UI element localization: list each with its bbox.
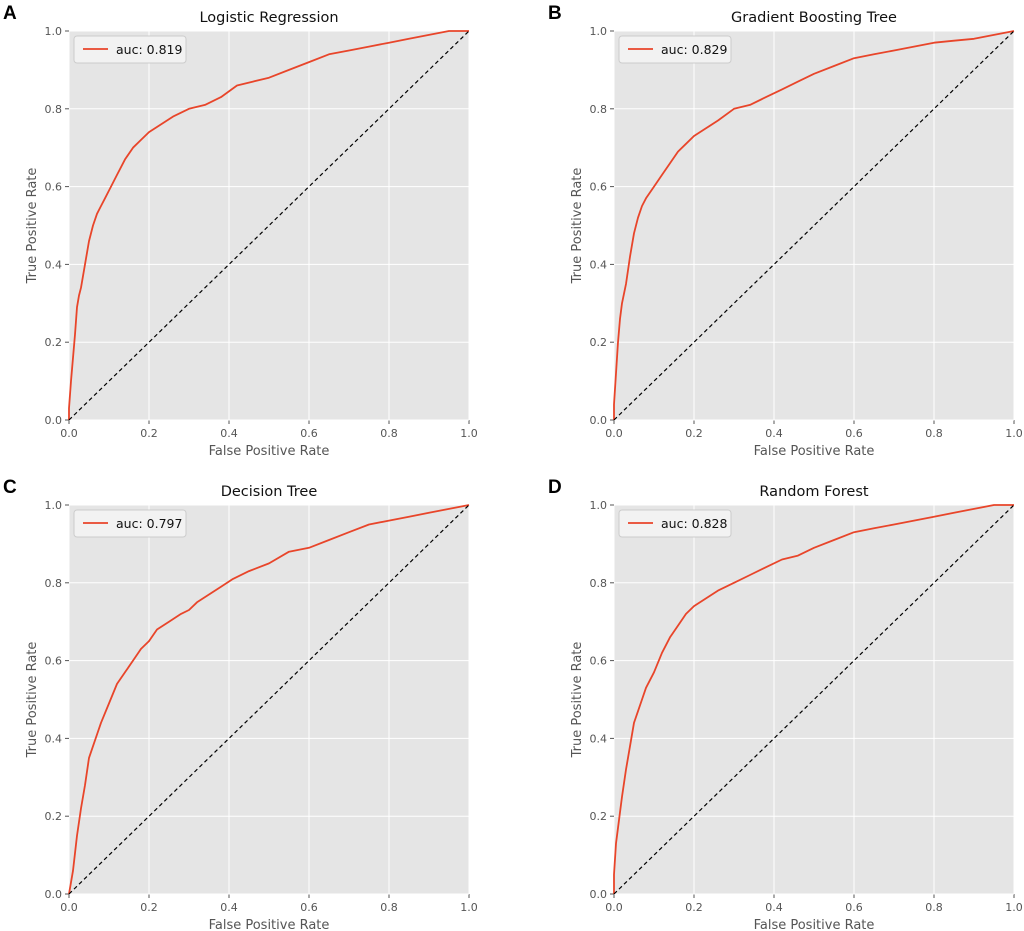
x-tick-label: 0.8 [925, 901, 943, 914]
y-tick-label: 0.2 [590, 810, 608, 823]
x-tick-label: 1.0 [1005, 427, 1023, 440]
x-tick-label: 0.0 [60, 901, 78, 914]
y-axis-label: True Positive Rate [25, 168, 40, 285]
x-tick-label: 1.0 [1005, 901, 1023, 914]
legend: auc: 0.819 [73, 35, 187, 64]
y-tick-label: 1.0 [45, 499, 63, 512]
roc-curve-line [613, 30, 1015, 420]
legend-box [73, 35, 187, 64]
x-tick-label: 0.6 [845, 901, 863, 914]
legend-box [73, 509, 187, 538]
x-axis-label: False Positive Rate [209, 444, 330, 459]
y-tick-label: 0.8 [590, 577, 608, 590]
y-tick-label: 0.8 [590, 103, 608, 116]
plot-background [614, 31, 1014, 420]
y-tick-label: 1.0 [45, 25, 63, 38]
y-tick-label: 0.0 [45, 888, 63, 901]
y-tick-label: 0.4 [45, 732, 63, 745]
x-tick-label: 0.4 [765, 427, 783, 440]
y-tick-label: 0.8 [45, 103, 63, 116]
panel-title: Gradient Boosting Tree [731, 10, 897, 26]
y-tick-label: 0.4 [590, 258, 608, 271]
chance-diagonal-line [613, 30, 1015, 421]
panel-b: 0.0 0.2 0.4 0.6 0.8 1.0 0.0 0.2 0.4 0.6 0.8 1.0 auc:… [548, 3, 1023, 459]
y-tick-label: 0.0 [590, 414, 608, 427]
x-tick-label: 0.0 [605, 901, 623, 914]
y-tick-label: 0.0 [45, 414, 63, 427]
roc-curve-line [613, 504, 1014, 894]
x-axis-label: False Positive Rate [209, 918, 330, 931]
legend-label: auc: 0.819 [116, 42, 182, 57]
x-axis-label: False Positive Rate [754, 918, 875, 931]
chance-diagonal-line [68, 30, 470, 421]
legend-label: auc: 0.828 [661, 516, 727, 531]
y-tick-label: 0.4 [590, 732, 608, 745]
x-tick-label: 0.6 [300, 427, 318, 440]
x-tick-label: 0.6 [845, 427, 863, 440]
x-tick-label: 0.2 [140, 427, 158, 440]
y-axis-label: True Positive Rate [570, 168, 585, 285]
plot-background [614, 505, 1014, 894]
panel-letter: C [3, 477, 17, 498]
x-tick-label: 0.2 [685, 901, 703, 914]
y-axis-label: True Positive Rate [25, 642, 40, 759]
legend-label: auc: 0.797 [116, 516, 182, 531]
x-tick-label: 0.2 [685, 427, 703, 440]
panel-a: 0.0 0.2 0.4 0.6 0.8 1.0 0.0 0.2 0.4 0.6 0.8 1.0 auc:… [3, 3, 478, 459]
x-tick-label: 0.4 [220, 901, 238, 914]
x-tick-label: 0.4 [220, 427, 238, 440]
y-tick-label: 0.8 [45, 577, 63, 590]
x-tick-label: 1.0 [460, 901, 478, 914]
legend-box [618, 509, 732, 538]
y-tick-label: 0.6 [590, 655, 608, 668]
panel-title: Random Forest [759, 484, 868, 500]
y-tick-label: 0.6 [45, 181, 63, 194]
x-tick-label: 0.0 [605, 427, 623, 440]
x-tick-label: 0.4 [765, 901, 783, 914]
x-tick-label: 0.6 [300, 901, 318, 914]
plot-background [69, 31, 469, 420]
legend: auc: 0.797 [73, 509, 187, 538]
roc-curve-line [68, 30, 469, 420]
panel-title: Decision Tree [221, 484, 318, 500]
x-tick-label: 0.0 [60, 427, 78, 440]
legend: auc: 0.829 [618, 35, 732, 64]
y-tick-label: 1.0 [590, 499, 608, 512]
panel-c: 0.0 0.2 0.4 0.6 0.8 1.0 0.0 0.2 0.4 0.6 0.8 1.0 auc:… [3, 477, 478, 931]
x-axis-label: False Positive Rate [754, 444, 875, 459]
x-tick-label: 0.2 [140, 901, 158, 914]
y-tick-label: 1.0 [590, 25, 608, 38]
y-axis-label: True Positive Rate [570, 642, 585, 759]
panel-d: 0.0 0.2 0.4 0.6 0.8 1.0 0.0 0.2 0.4 0.6 0.8 1.0 auc:… [548, 477, 1023, 931]
y-tick-label: 0.6 [45, 655, 63, 668]
panel-title: Logistic Regression [199, 10, 338, 26]
x-tick-label: 1.0 [460, 427, 478, 440]
x-tick-label: 0.8 [380, 901, 398, 914]
panel-letter: B [548, 3, 562, 24]
panel-letter: A [3, 3, 17, 24]
y-tick-label: 0.4 [45, 258, 63, 271]
legend-label: auc: 0.829 [661, 42, 727, 57]
chance-diagonal-line [68, 504, 470, 895]
x-tick-label: 0.8 [925, 427, 943, 440]
panel-letter: D [548, 477, 562, 498]
roc-curve-line [68, 504, 470, 895]
y-tick-label: 0.2 [45, 336, 63, 349]
y-tick-label: 0.6 [590, 181, 608, 194]
y-tick-label: 0.0 [590, 888, 608, 901]
x-tick-label: 0.8 [380, 427, 398, 440]
chance-diagonal-line [613, 504, 1015, 895]
y-tick-label: 0.2 [45, 810, 63, 823]
legend: auc: 0.828 [618, 509, 732, 538]
y-tick-label: 0.2 [590, 336, 608, 349]
legend-box [618, 35, 732, 64]
